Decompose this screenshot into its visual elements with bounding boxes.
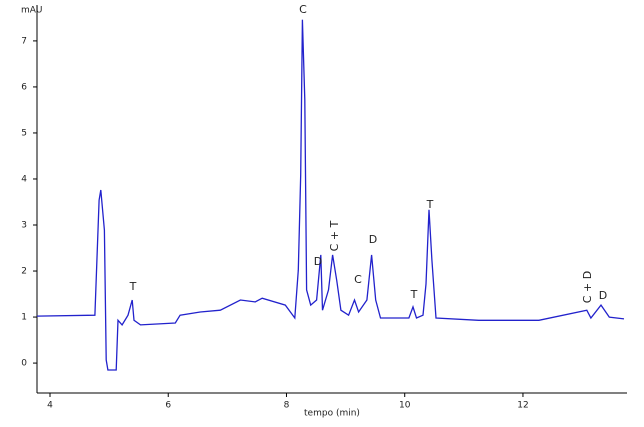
peak-annotation: C bbox=[354, 273, 362, 286]
y-tick-label: 5 bbox=[21, 128, 27, 138]
y-tick-label: 6 bbox=[21, 82, 27, 92]
peak-annotation: D bbox=[314, 255, 322, 268]
x-tick-label: 4 bbox=[47, 401, 53, 411]
y-tick-label: 0 bbox=[21, 359, 27, 369]
x-tick-label: 8 bbox=[284, 401, 290, 411]
peak-annotation: C bbox=[299, 3, 307, 16]
y-tick-label: 1 bbox=[21, 313, 27, 323]
y-tick-label: 7 bbox=[21, 36, 27, 46]
peak-annotation: T bbox=[410, 288, 418, 301]
y-unit: mAU bbox=[21, 6, 43, 16]
y-tick-label: 4 bbox=[21, 174, 27, 184]
y-tick-label: 2 bbox=[21, 267, 27, 277]
peak-annotation: C + T bbox=[328, 220, 341, 251]
peak-annotation: T bbox=[129, 280, 137, 293]
peak-annotation: D bbox=[599, 289, 607, 302]
x-tick-label: 12 bbox=[517, 401, 528, 411]
peak-annotation: C + D bbox=[581, 271, 594, 303]
signal-line bbox=[36, 19, 625, 371]
y-tick-label: 3 bbox=[21, 221, 27, 231]
x-tick-label: 10 bbox=[399, 401, 411, 411]
peak-annotation: T bbox=[426, 198, 434, 211]
x-axis-label: tempo (min) bbox=[304, 409, 360, 419]
x-tick-label: 6 bbox=[165, 401, 171, 411]
peak-annotation: D bbox=[369, 233, 377, 246]
